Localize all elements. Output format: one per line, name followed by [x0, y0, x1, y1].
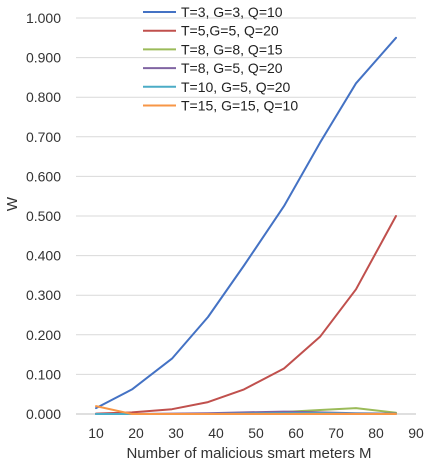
legend-label: T=8, G=5, Q=20	[181, 60, 283, 76]
series-lines	[95, 36, 397, 415]
x-tick-label: 10	[88, 425, 104, 441]
x-tick-label: 90	[408, 425, 424, 441]
x-tick-label: 70	[328, 425, 344, 441]
gridlines	[76, 17, 416, 375]
legend-label: T=5,G=5, Q=20	[181, 23, 279, 39]
y-tick-label: 0.100	[26, 366, 61, 382]
legend: T=3, G=3, Q=10 T=5,G=5, Q=20 T=8, G=8, Q=1…	[143, 4, 298, 114]
legend-label: T=15, G=15, Q=10	[181, 98, 298, 114]
y-tick-label: 0.000	[26, 406, 61, 422]
legend-label: T=3, G=3, Q=10	[181, 4, 283, 20]
x-tick-label: 20	[128, 425, 144, 441]
y-tick-label: 0.900	[26, 50, 61, 66]
x-tick-label: 80	[368, 425, 384, 441]
series-line	[95, 215, 397, 415]
y-tick-label: 0.400	[26, 248, 61, 264]
y-tick-label: 0.700	[26, 129, 61, 145]
axes: 0.000 0.100 0.200 0.300 0.400 0.500 0.600 0.700…	[26, 10, 424, 441]
y-tick-label: 0.300	[26, 287, 61, 303]
x-tick-label: 40	[208, 425, 224, 441]
legend-label: T=10, G=5, Q=20	[181, 79, 291, 95]
y-tick-label: 1.000	[26, 10, 61, 26]
x-tick-label: 50	[248, 425, 264, 441]
y-axis-title: W	[4, 196, 21, 211]
y-tick-label: 0.200	[26, 327, 61, 343]
x-axis-title: Number of malicious smart meters M	[126, 445, 371, 462]
x-tick-label: 60	[288, 425, 304, 441]
x-tick-label: 30	[168, 425, 184, 441]
series-line	[95, 36, 397, 410]
series-line	[95, 405, 397, 415]
legend-label: T=8, G=8, Q=15	[181, 41, 283, 57]
y-tick-label: 0.500	[26, 208, 61, 224]
y-tick-label: 0.800	[26, 89, 61, 105]
y-tick-label: 0.600	[26, 168, 61, 184]
